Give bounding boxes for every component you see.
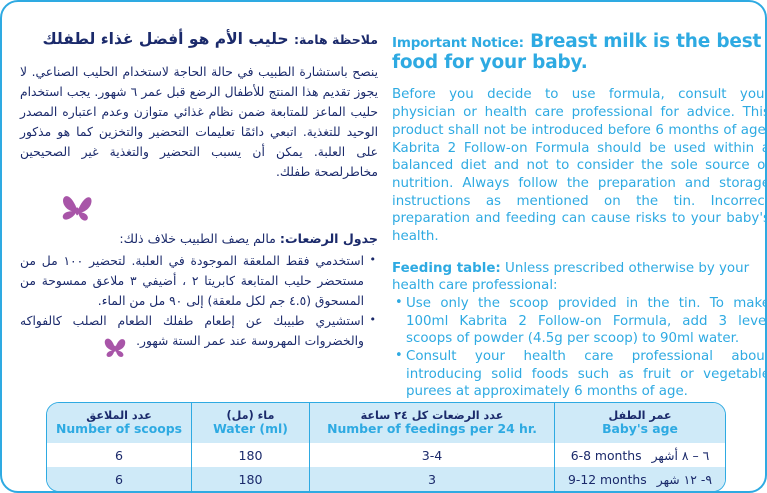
column-header-scoops-en: Number of scoops <box>55 420 182 436</box>
table-row: 6 180 3-4 ٦ – ٨ أشهر 6-8 months <box>47 443 725 467</box>
column-header-feedings: عدد الرضعات كل ٢٤ ساعة Number of feeding… <box>310 403 555 443</box>
arabic-feeding-lead: جدول الرضعات: <box>279 230 378 246</box>
list-item: استشيري طبيبك عن إطعام طفلك الطعام الصلب… <box>20 311 376 351</box>
table-header: عدد الملاعق Number of scoops ماء (مل) Wa… <box>47 403 725 443</box>
english-feeding-rest: Unless prescribed otherwise by your heal… <box>392 260 750 294</box>
arabic-body-text: ينصح باستشارة الطبيب في حالة الحاجة لاست… <box>20 65 379 179</box>
list-item: Consult your health care professional ab… <box>395 347 765 401</box>
cell-scoops: 6 <box>47 443 192 467</box>
column-header-feedings-en: Number of feedings per 24 hr. <box>327 420 537 436</box>
cell-feedings: 3 <box>310 467 555 491</box>
age-cell-wrap: ٩- ١٢ شهر 9-12 months <box>555 472 725 487</box>
cell-water: 180 <box>192 443 310 467</box>
content-columns: ملاحظة هامة: حليب الأم هو أفضل غذاء لطفل… <box>2 2 765 399</box>
cell-age: ٦ – ٨ أشهر 6-8 months <box>555 443 725 467</box>
cell-age-en: 6-8 months <box>570 447 642 463</box>
cell-water: 180 <box>192 467 310 491</box>
english-title: Important Notice: Breast milk is the bes… <box>392 31 765 73</box>
table-body: 6 180 3-4 ٦ – ٨ أشهر 6-8 months 6 180 3 … <box>47 443 725 491</box>
arabic-title-main: حليب الأم هو أفضل غذاء لطفلك <box>42 30 289 48</box>
arabic-title: ملاحظة هامة: حليب الأم هو أفضل غذاء لطفل… <box>20 30 378 49</box>
cell-age-ar: ٦ – ٨ أشهر <box>651 447 710 463</box>
column-header-water: ماء (مل) Water (ml) <box>192 403 310 443</box>
butterfly-icon <box>60 194 94 226</box>
list-item: Use only the scoop provided in the tin. … <box>395 294 765 348</box>
cell-age-en: 9-12 months <box>568 471 647 487</box>
arabic-bullet-list: استخدمي فقط الملعقة الموجودة في العلبة. … <box>20 251 378 351</box>
arabic-title-lead: ملاحظة هامة: <box>293 32 378 47</box>
table-header-row: عدد الملاعق Number of scoops ماء (مل) Wa… <box>47 403 725 443</box>
table-row: 6 180 3 ٩- ١٢ شهر 9-12 months <box>47 467 725 491</box>
column-header-age: عمر الطفل Baby's age <box>555 403 725 443</box>
cell-age: ٩- ١٢ شهر 9-12 months <box>555 467 725 491</box>
cell-age-ar: ٩- ١٢ شهر <box>656 471 712 487</box>
age-cell-wrap: ٦ – ٨ أشهر 6-8 months <box>555 448 725 463</box>
english-body-text: Before you decide to use formula, consul… <box>392 87 767 244</box>
english-feeding-lead: Feeding table: <box>392 260 501 276</box>
english-feeding-heading: Feeding table: Unless prescribed otherwi… <box>392 260 765 295</box>
arabic-feeding-rest: مالم يصف الطبيب خلاف ذلك: <box>119 230 280 246</box>
english-title-main: Breast milk is the best food for your ba… <box>392 31 762 73</box>
cell-feedings: 3-4 <box>310 443 555 467</box>
column-header-scoops: عدد الملاعق Number of scoops <box>47 403 192 443</box>
column-header-feedings-ar: عدد الرضعات كل ٢٤ ساعة <box>360 408 504 422</box>
english-title-lead: Important Notice: <box>392 35 524 51</box>
list-item: استخدمي فقط الملعقة الموجودة في العلبة. … <box>20 251 376 311</box>
arabic-feeding-heading: جدول الرضعات: مالم يصف الطبيب خلاف ذلك: <box>20 229 378 249</box>
column-header-water-ar: ماء (مل) <box>226 408 275 422</box>
column-header-age-ar: عمر الطفل <box>608 408 672 422</box>
arabic-column: ملاحظة هامة: حليب الأم هو أفضل غذاء لطفل… <box>20 30 378 353</box>
column-header-age-en: Baby's age <box>602 420 678 436</box>
column-header-scoops-ar: عدد الملاعق <box>86 408 152 422</box>
english-bullet-list: Use only the scoop provided in the tin. … <box>392 294 765 401</box>
column-header-water-en: Water (ml) <box>213 420 288 436</box>
butterfly-icon <box>102 337 128 359</box>
cell-scoops: 6 <box>47 467 192 491</box>
feeding-table: عدد الملاعق Number of scoops ماء (مل) Wa… <box>46 402 726 491</box>
english-column: Important Notice: Breast milk is the bes… <box>392 31 767 401</box>
